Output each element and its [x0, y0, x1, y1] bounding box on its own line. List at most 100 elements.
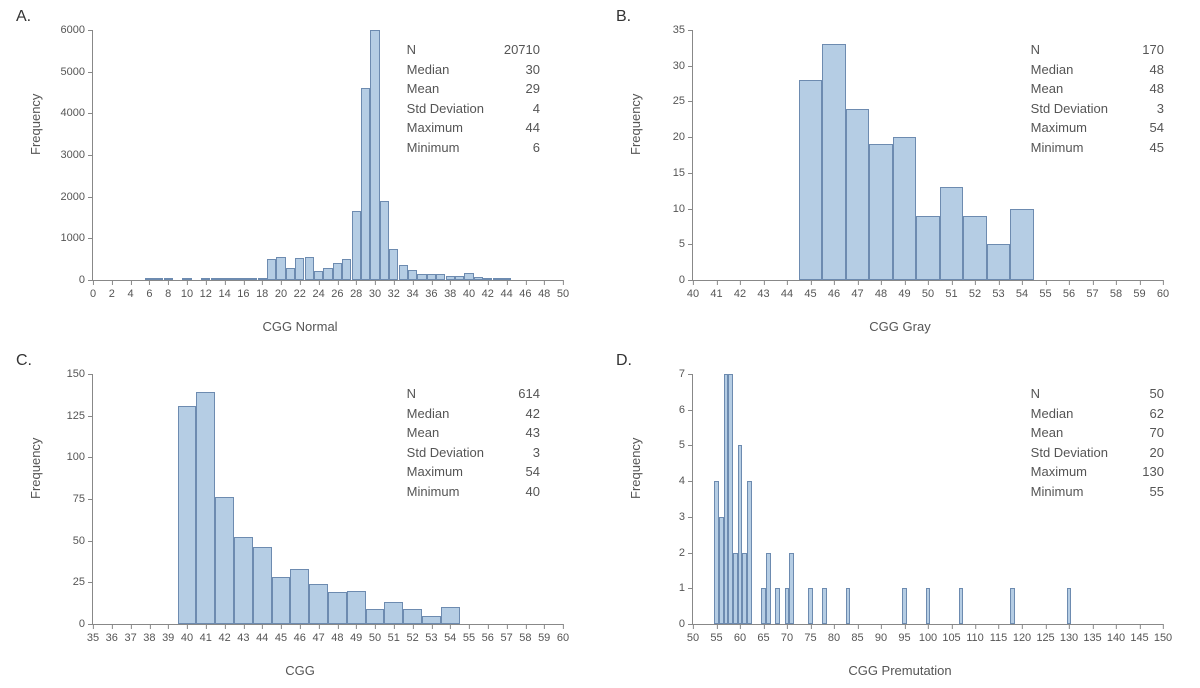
- y-tick: 50: [73, 535, 93, 547]
- histogram-bar: [959, 588, 964, 624]
- histogram-bar: [380, 201, 389, 280]
- y-tick: 30: [673, 60, 693, 72]
- x-tick: 49: [898, 280, 910, 300]
- x-tick: 50: [687, 624, 699, 644]
- y-axis-label: Frequency: [28, 438, 43, 499]
- y-tick: 3000: [61, 149, 93, 161]
- x-tick: 48: [875, 280, 887, 300]
- histogram-bar: [272, 577, 291, 624]
- histogram-bar: [403, 609, 422, 624]
- histogram-bar: [822, 44, 846, 280]
- histogram-bar: [1010, 588, 1015, 624]
- histogram-bar: [808, 588, 813, 624]
- stats-row: N20710: [407, 40, 540, 60]
- stats-label: Minimum: [407, 482, 460, 502]
- x-tick: 50: [369, 624, 381, 644]
- histogram-bar: [215, 497, 234, 624]
- histogram-bar: [775, 588, 780, 624]
- stats-value: 20: [1126, 443, 1164, 463]
- histogram-bar: [399, 265, 408, 280]
- y-tick: 4: [679, 475, 693, 487]
- histogram-bar: [352, 211, 361, 280]
- x-tick: 57: [1086, 280, 1098, 300]
- y-tick: 100: [67, 451, 93, 463]
- histogram-bar: [408, 270, 417, 280]
- y-tick: 125: [67, 410, 93, 422]
- stats-value: 54: [502, 462, 540, 482]
- stats-value: 48: [1126, 79, 1164, 99]
- histogram-bar: [893, 137, 917, 280]
- x-tick: 39: [162, 624, 174, 644]
- x-tick: 18: [256, 280, 268, 300]
- stats-label: Maximum: [407, 118, 463, 138]
- x-tick: 60: [1157, 280, 1169, 300]
- x-tick: 95: [898, 624, 910, 644]
- stats-row: Median42: [407, 404, 540, 424]
- x-tick: 55: [463, 624, 475, 644]
- x-tick: 16: [237, 280, 249, 300]
- stats-label: Median: [1031, 404, 1074, 424]
- stats-row: Maximum54: [407, 462, 540, 482]
- x-tick: 43: [757, 280, 769, 300]
- x-axis-label: CGG Normal: [0, 319, 600, 334]
- histogram-bar: [342, 259, 351, 280]
- x-tick: 50: [922, 280, 934, 300]
- x-tick: 44: [256, 624, 268, 644]
- y-tick: 20: [673, 131, 693, 143]
- x-tick: 46: [294, 624, 306, 644]
- stats-label: N: [1031, 40, 1040, 60]
- y-tick: 6: [679, 404, 693, 416]
- x-tick: 36: [106, 624, 118, 644]
- y-tick: 1: [679, 582, 693, 594]
- x-tick: 53: [425, 624, 437, 644]
- y-tick: 3: [679, 511, 693, 523]
- x-tick: 26: [331, 280, 343, 300]
- y-tick: 5000: [61, 66, 93, 78]
- stats-value: 70: [1126, 423, 1164, 443]
- histogram-bar: [286, 268, 295, 281]
- x-tick: 41: [200, 624, 212, 644]
- stats-row: Maximum44: [407, 118, 540, 138]
- x-tick: 58: [519, 624, 531, 644]
- stats-value: 54: [1126, 118, 1164, 138]
- y-tick: 10: [673, 203, 693, 215]
- x-tick: 65: [757, 624, 769, 644]
- histogram-bar: [926, 588, 931, 624]
- x-tick: 70: [781, 624, 793, 644]
- x-tick: 57: [500, 624, 512, 644]
- stats-label: Mean: [1031, 79, 1064, 99]
- x-tick: 20: [275, 280, 287, 300]
- histogram-bar: [370, 30, 379, 280]
- x-tick: 56: [482, 624, 494, 644]
- x-tick: 54: [1016, 280, 1028, 300]
- stats-label: Median: [407, 60, 450, 80]
- x-tick: 59: [538, 624, 550, 644]
- histogram-bar: [305, 257, 314, 280]
- stats-label: N: [407, 384, 416, 404]
- x-tick: 54: [444, 624, 456, 644]
- histogram-bar: [328, 592, 347, 624]
- histogram-bar: [1010, 209, 1034, 280]
- stats-label: Minimum: [1031, 482, 1084, 502]
- x-tick: 34: [406, 280, 418, 300]
- x-tick: 46: [519, 280, 531, 300]
- x-tick: 43: [237, 624, 249, 644]
- stats-row: Minimum 55: [1031, 482, 1164, 502]
- stats-label: Std Deviation: [407, 99, 484, 119]
- stats-label: Mean: [407, 423, 440, 443]
- x-tick: 42: [734, 280, 746, 300]
- stats-value: 55: [1126, 482, 1164, 502]
- histogram-bar: [441, 607, 460, 624]
- x-tick: 52: [969, 280, 981, 300]
- x-tick: 55: [710, 624, 722, 644]
- y-tick: 15: [673, 167, 693, 179]
- x-tick: 60: [734, 624, 746, 644]
- stats-row: Median62: [1031, 404, 1164, 424]
- histogram-bar: [253, 547, 272, 624]
- x-tick: 55: [1039, 280, 1051, 300]
- stats-row: Minimum45: [1031, 138, 1164, 158]
- stats-row: Median30: [407, 60, 540, 80]
- stats-row: Minimum40: [407, 482, 540, 502]
- stats-label: N: [1031, 384, 1040, 404]
- x-tick: 44: [781, 280, 793, 300]
